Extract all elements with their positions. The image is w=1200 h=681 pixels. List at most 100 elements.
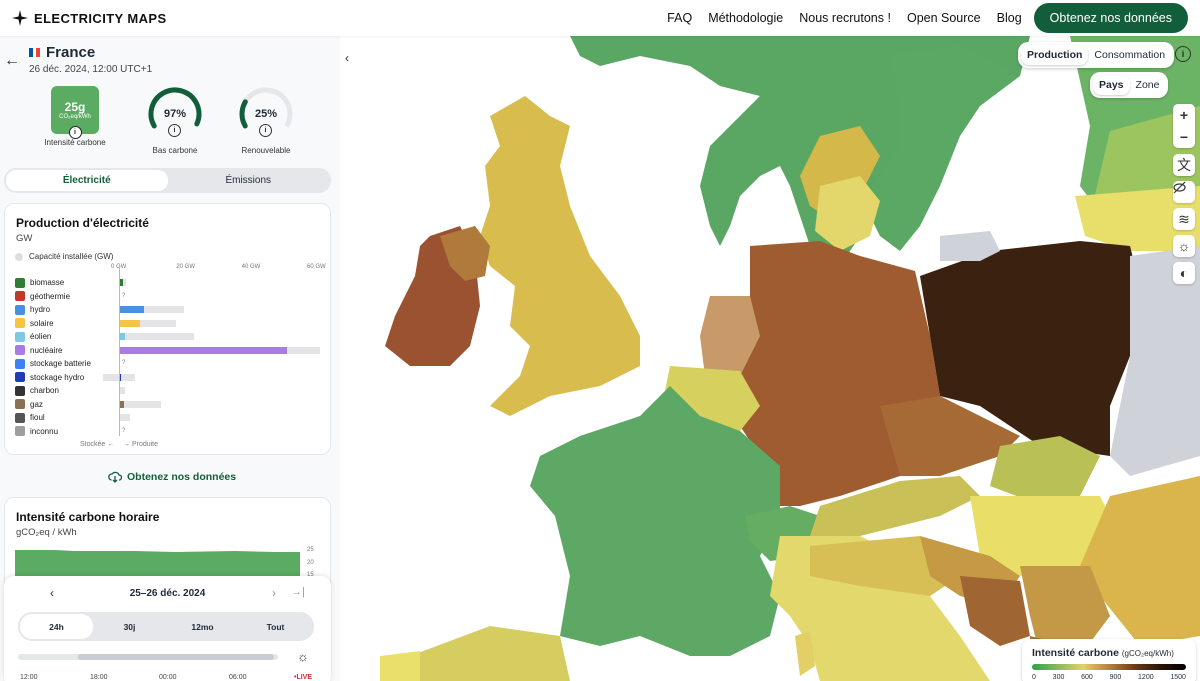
hourly-ytick: 20: [307, 560, 314, 566]
production-bar[interactable]: [119, 306, 145, 313]
next-range-icon[interactable]: ›: [272, 586, 276, 600]
legend-tick: 300: [1052, 674, 1065, 681]
logo-icon: [12, 10, 28, 26]
source-label: géothermie: [30, 291, 71, 301]
live-indicator[interactable]: •LIVE: [294, 674, 313, 681]
nav-jobs[interactable]: Nous recrutons !: [799, 11, 891, 25]
get-data-button[interactable]: Obtenez nos données: [1033, 3, 1188, 33]
info-icon[interactable]: i: [68, 126, 82, 139]
legend-ticks: 0 300 600 900 1200 1500: [1032, 674, 1186, 681]
nav-open-source[interactable]: Open Source: [906, 11, 981, 25]
palette-icon[interactable]: ◐: [1173, 262, 1195, 284]
production-bar[interactable]: [119, 333, 125, 340]
low-carbon-value: 97%: [163, 108, 187, 120]
zone-slovakia: [990, 436, 1100, 501]
main-nav: FAQ Méthodologie Nous recrutons ! Open S…: [667, 0, 1200, 36]
stored-label: Stockée ←: [80, 441, 115, 448]
axis-tick: 20 GW: [176, 264, 195, 270]
kpi-label: Renouvelable: [241, 146, 291, 155]
geothermal-icon: [15, 291, 25, 301]
logo[interactable]: ELECTRICITY MAPS: [12, 10, 167, 26]
unknown-marker: ?: [122, 360, 126, 366]
carbon-value: 25g: [64, 100, 86, 114]
map-canvas[interactable]: [340, 36, 1200, 681]
wind-layer-icon[interactable]: ≋: [1173, 208, 1195, 230]
get-data-link[interactable]: Obtenez nos données: [108, 471, 236, 483]
zone-hungary: [970, 496, 1120, 576]
nav-methodology[interactable]: Méthodologie: [708, 11, 784, 25]
production-card: Production d'électricité GW Capacité ins…: [4, 203, 331, 455]
kpi-carbon-intensity: 25g CO₂eq/kWh i Intensité carbone: [35, 86, 115, 147]
map[interactable]: Production Consommation i Pays Zone + − …: [340, 36, 1200, 681]
nav-faq[interactable]: FAQ: [667, 11, 693, 25]
source-row[interactable]: hydro: [15, 303, 50, 316]
info-icon[interactable]: i: [259, 124, 272, 137]
zone-denmark: [815, 176, 880, 251]
tab-electricity[interactable]: Électricité: [6, 170, 168, 191]
toggle-zone[interactable]: Zone: [1135, 79, 1160, 91]
hide-layer-icon[interactable]: [1173, 181, 1195, 203]
capacity-bar: [119, 333, 195, 340]
collapse-panel-button[interactable]: ‹: [340, 48, 354, 68]
source-row[interactable]: solaire: [15, 317, 54, 330]
capacity-swatch: [15, 252, 23, 261]
leaf-icon: [15, 277, 25, 288]
production-bar[interactable]: [119, 319, 141, 327]
source-label: inconnu: [30, 426, 59, 436]
hourly-unit: gCO₂eq / kWh: [16, 527, 77, 538]
source-row[interactable]: stockage batterie: [15, 357, 91, 370]
tab-emissions[interactable]: Émissions: [225, 175, 272, 186]
production-bar[interactable]: [119, 279, 123, 286]
info-icon[interactable]: i: [168, 124, 181, 137]
source-row[interactable]: gaz: [15, 398, 43, 411]
gas-icon: [15, 399, 25, 409]
tab-24h[interactable]: 24h: [20, 614, 93, 639]
toggle-production[interactable]: Production: [1021, 45, 1089, 65]
unknown-marker: ?: [122, 292, 126, 299]
source-row[interactable]: charbon: [15, 384, 59, 397]
zoom-controls: + −: [1173, 104, 1195, 148]
source-row[interactable]: éolien: [15, 330, 51, 343]
tab-all[interactable]: Tout: [266, 621, 285, 632]
tab-12mo[interactable]: 12mo: [191, 621, 214, 632]
legend-tick: 0: [1032, 674, 1036, 681]
storage-capacity-bar: [102, 373, 119, 381]
zone-baltic-coast: [940, 231, 1000, 261]
produced-label: → Produite: [123, 441, 159, 448]
prev-range-icon[interactable]: ‹: [50, 586, 54, 600]
toggle-country[interactable]: Pays: [1093, 75, 1130, 95]
zoom-in-button[interactable]: +: [1179, 107, 1189, 123]
source-row[interactable]: fioul: [15, 411, 45, 424]
production-bar[interactable]: [119, 400, 124, 408]
source-label: stockage hydro: [30, 372, 85, 382]
hourly-title: Intensité carbone horaire: [16, 510, 160, 524]
toggle-consumption[interactable]: Consommation: [1094, 49, 1166, 61]
zoom-out-button[interactable]: −: [1179, 129, 1189, 145]
source-row[interactable]: géothermie: [15, 290, 70, 303]
production-bar[interactable]: [119, 346, 288, 354]
tab-30d[interactable]: 30j: [123, 621, 136, 632]
zone-details-panel: ← France 26 déc. 2024, 12:00 UTC+1 25g C…: [0, 36, 340, 681]
time-slider[interactable]: [18, 654, 278, 660]
nav-blog[interactable]: Blog: [996, 11, 1022, 25]
zone-east-belarus: [1110, 246, 1200, 476]
capacity-bar: [119, 373, 136, 381]
language-icon[interactable]: 文: [1173, 154, 1195, 176]
time-controller: ‹ 25–26 déc. 2024 › →| 24h 30j 12mo Tout…: [4, 576, 331, 681]
info-icon[interactable]: i: [1175, 46, 1191, 62]
jump-latest-icon[interactable]: →|: [291, 586, 305, 598]
coal-icon: [15, 385, 25, 396]
hourly-chart[interactable]: [15, 546, 305, 581]
source-row[interactable]: stockage hydro: [15, 371, 84, 384]
capacity-bar: [119, 400, 162, 408]
zone-corsica: [795, 631, 815, 676]
source-row[interactable]: biomasse: [15, 276, 64, 289]
carbon-intensity-legend: Intensité carbone (gCO₂eq/kWh) 0 300 600…: [1022, 639, 1196, 681]
source-row[interactable]: inconnu: [15, 425, 58, 438]
oil-icon: [15, 412, 25, 423]
solar-layer-icon[interactable]: ☼: [1173, 235, 1195, 257]
source-label: hydro: [30, 305, 51, 314]
back-arrow-icon[interactable]: ←: [4, 52, 20, 69]
source-row[interactable]: nucléaire: [15, 344, 62, 357]
zone-italy-north: [810, 536, 960, 596]
